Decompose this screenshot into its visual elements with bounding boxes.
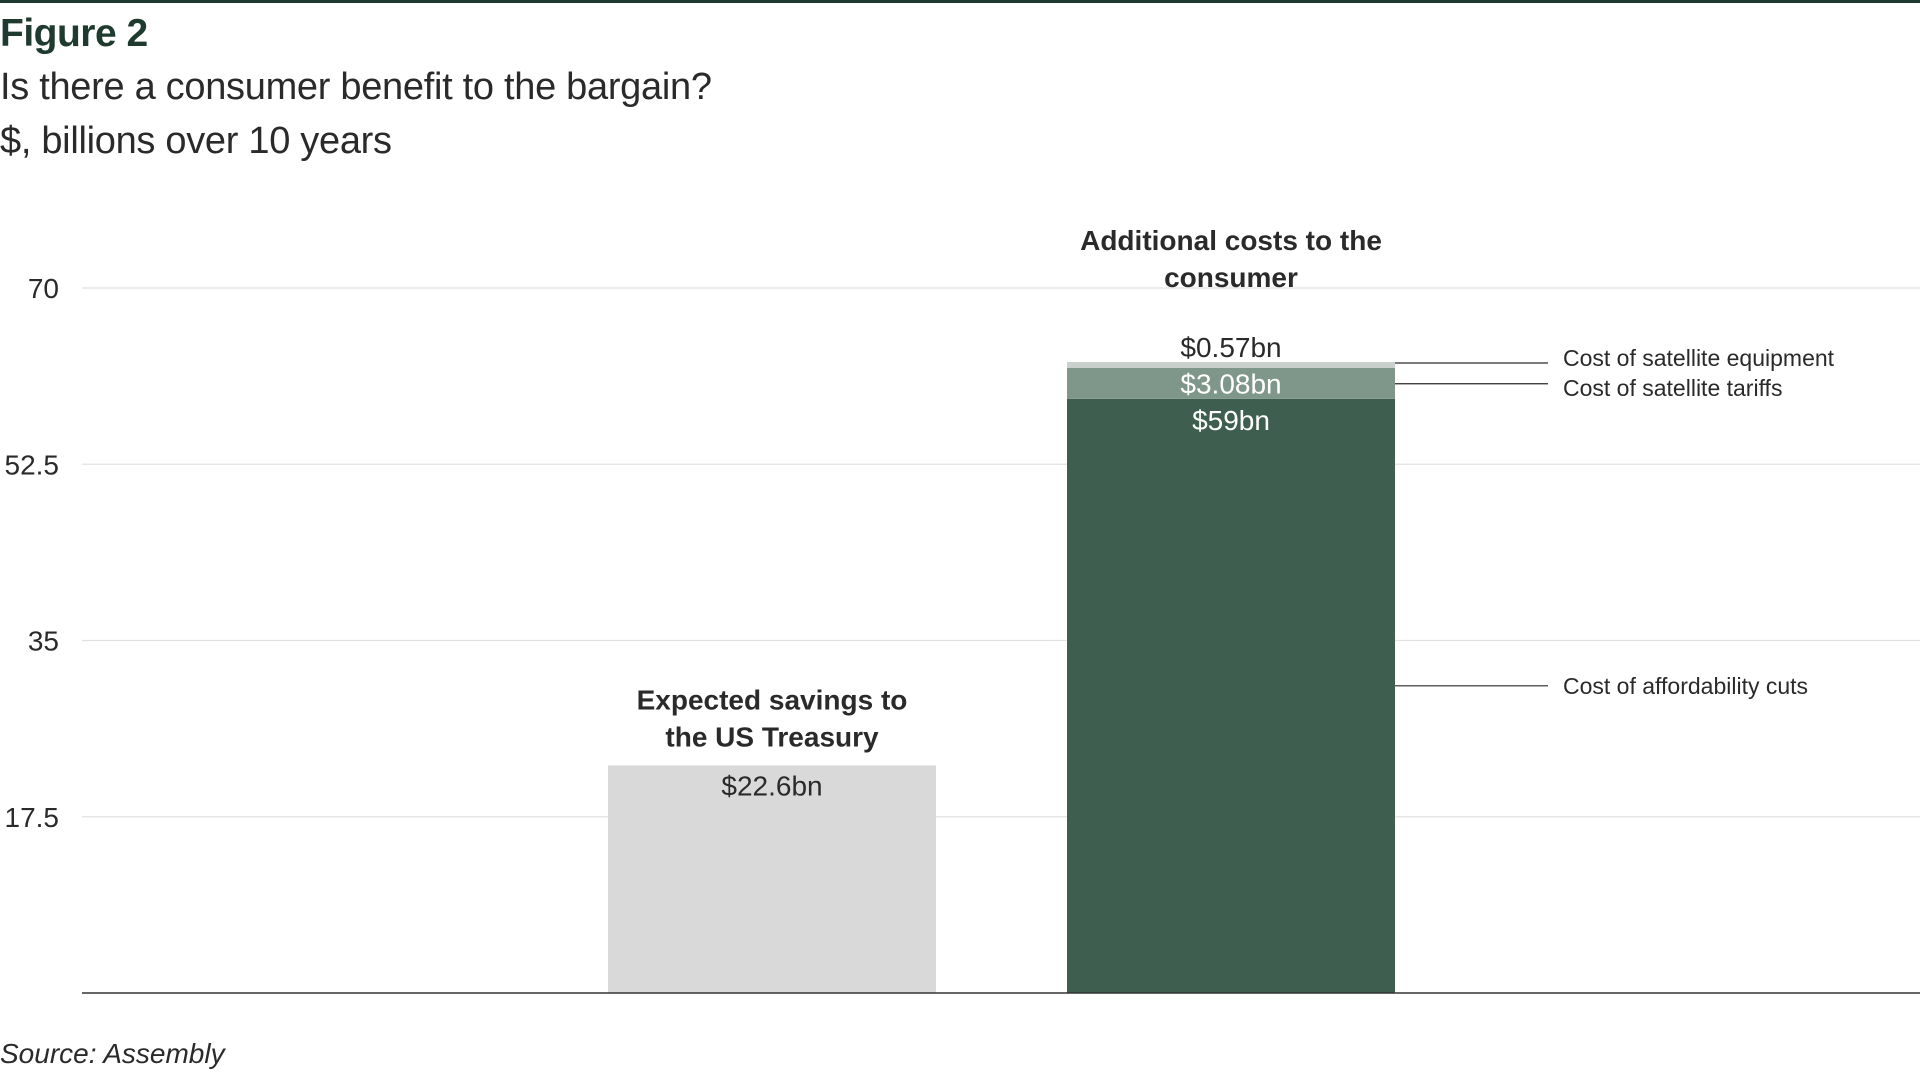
y-tick-label: 35: [28, 626, 59, 657]
y-tick-label: 17.5: [5, 802, 60, 833]
chart-title: Is there a consumer benefit to the barga…: [0, 66, 712, 108]
data-label: $22.6bn: [721, 770, 822, 801]
bar-segment: [1067, 367, 1395, 399]
y-tick-label: 52.5: [5, 449, 60, 480]
callout-label: Cost of satellite tariffs: [1563, 375, 1782, 401]
data-label: $59bn: [1192, 405, 1270, 436]
callout-label: Cost of satellite equipment: [1563, 345, 1835, 371]
bar-segment: [1067, 398, 1395, 993]
bar-segment: [608, 765, 936, 993]
figure-label: Figure 2: [0, 12, 148, 55]
bar-segment: [1067, 362, 1395, 368]
bar-group-label: the US Treasury: [665, 721, 879, 752]
data-label: $0.57bn: [1180, 332, 1281, 363]
bar-group-label: Additional costs to the: [1080, 225, 1382, 256]
callout-label: Cost of affordability cuts: [1563, 673, 1808, 699]
bar-group-label: consumer: [1164, 262, 1298, 293]
chart-subtitle: $, billions over 10 years: [0, 120, 392, 162]
data-label: $3.08bn: [1180, 368, 1281, 399]
top-rule: [0, 0, 1920, 3]
y-tick-label: 70: [28, 273, 59, 304]
source-note: Source: Assembly: [0, 1038, 225, 1069]
bar-group-label: Expected savings to: [637, 684, 908, 715]
